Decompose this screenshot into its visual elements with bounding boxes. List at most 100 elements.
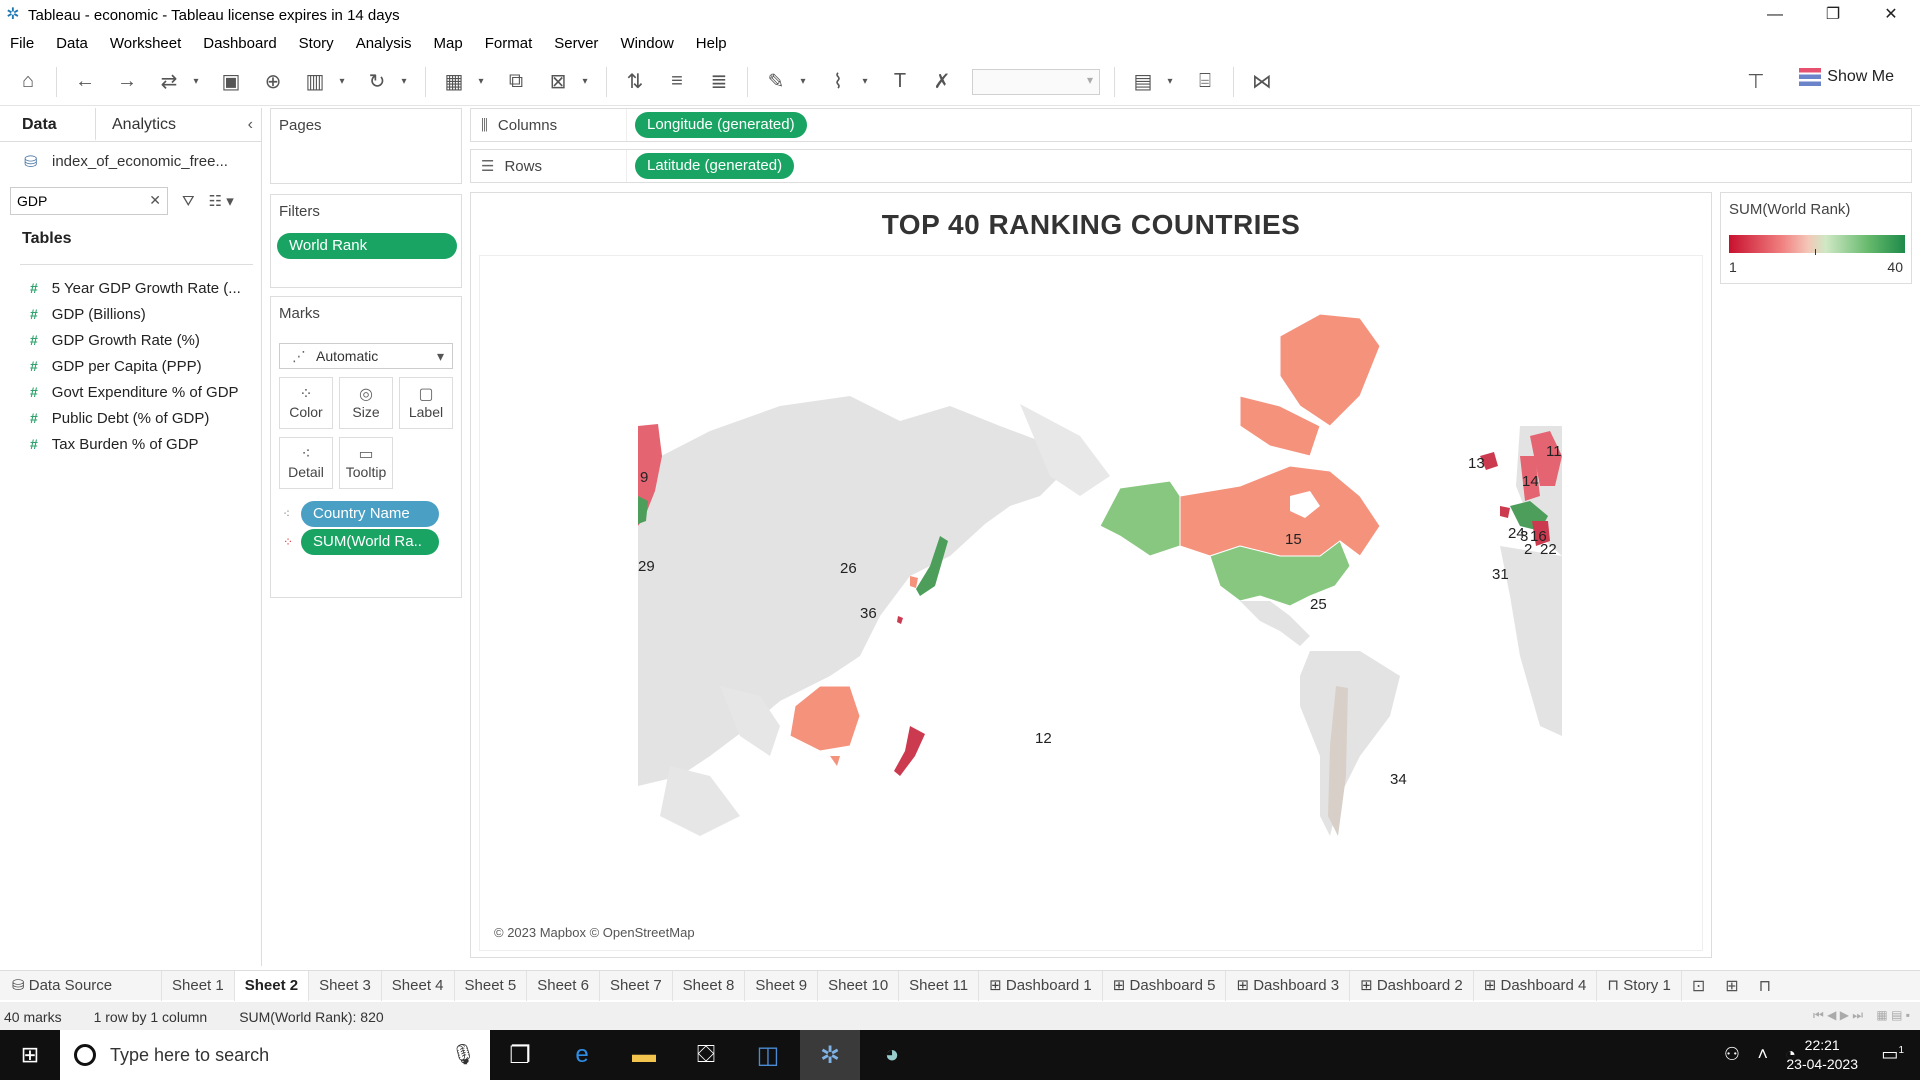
pin-icon[interactable]: ⊤ [1747, 71, 1765, 93]
store-icon[interactable]: ⛋ [696, 1041, 716, 1068]
pause-dropdown-icon[interactable]: ▾ [339, 76, 345, 87]
tab-dashboard-5[interactable]: ⊞ Dashboard 5 [1103, 970, 1227, 1001]
tab-dashboard-2[interactable]: ⊞ Dashboard 2 [1350, 970, 1474, 1001]
home-icon[interactable]: ⌂ [21, 70, 35, 92]
redo-icon[interactable]: → [117, 70, 137, 92]
field-item[interactable]: #5 Year GDP Growth Rate (... [0, 275, 261, 301]
close-button[interactable]: ✕ [1884, 6, 1898, 23]
highlight-icon[interactable]: ✎ [767, 71, 785, 93]
region-greenland[interactable] [1279, 313, 1381, 427]
field-item[interactable]: # GDP per Capita (PPP) [0, 353, 261, 379]
clear-search-icon[interactable]: ✕ [149, 192, 161, 208]
tooltip-button[interactable]: ▭ Tooltip [339, 437, 393, 489]
tab-sheet-10[interactable]: Sheet 10 [818, 970, 900, 1001]
color-button[interactable]: ⁘ Color [279, 377, 333, 429]
refresh-icon[interactable]: ↻ [368, 71, 386, 93]
share-icon[interactable]: ⋈ [1252, 71, 1272, 93]
region-uk[interactable] [1500, 506, 1510, 518]
tab-sheet-5[interactable]: Sheet 5 [455, 970, 528, 1001]
tab-story-1[interactable]: ⊓ Story 1 [1597, 970, 1682, 1001]
tab-sheet-6[interactable]: Sheet 6 [527, 970, 600, 1001]
filter-icon[interactable]: ⛛ [182, 192, 195, 210]
minimize-button[interactable]: — [1767, 6, 1783, 23]
tab-sheet-9[interactable]: Sheet 9 [745, 970, 819, 1001]
menu-dashboard[interactable]: Dashboard [203, 34, 277, 52]
pages-card[interactable]: Pages [270, 108, 462, 184]
tab-sheet-3[interactable]: Sheet 3 [309, 970, 382, 1001]
windows-start-icon[interactable]: ⊞ [20, 1042, 40, 1067]
taskbar-clock[interactable]: 22:21 23-04-2023 [1786, 1036, 1858, 1074]
edge-icon[interactable]: e [575, 1041, 589, 1068]
new-worksheet-dropdown-icon[interactable]: ▾ [478, 76, 484, 87]
region-arctic-islands[interactable] [1239, 395, 1321, 457]
tab-sheet-2[interactable]: Sheet 2 [234, 970, 310, 1001]
field-item[interactable]: # GDP (Billions) [0, 301, 261, 327]
region-taiwan[interactable] [897, 616, 903, 624]
tab-data-source[interactable]: ⛁ Data Source [0, 970, 162, 1001]
tableau-prep-icon[interactable]: ◫ [756, 1041, 780, 1069]
tab-dashboard-3[interactable]: ⊞ Dashboard 3 [1226, 970, 1351, 1001]
menu-data[interactable]: Data [56, 34, 88, 52]
show-cards-icon[interactable]: ▤ [1133, 71, 1153, 93]
paint-icon[interactable]: ◕ [884, 1041, 900, 1068]
new-dashboard-tab-icon[interactable]: ⊞ [1725, 977, 1739, 995]
region-korea[interactable] [910, 576, 918, 588]
new-worksheet-tab-icon[interactable]: ⊡ [1691, 977, 1706, 995]
region-australia[interactable] [789, 685, 861, 752]
replay-icon[interactable]: ⇄ [160, 71, 178, 93]
tab-dashboard-1[interactable]: ⊞ Dashboard 1 [979, 970, 1103, 1001]
view-title[interactable]: TOP 40 RANKING COUNTRIES [881, 209, 1301, 240]
map-attribution[interactable]: © 2023 Mapbox © OpenStreetMap [494, 925, 695, 940]
file-explorer-icon[interactable]: ▬ [632, 1041, 656, 1068]
map-area[interactable]: 15 25 12 13 11 14 9 34 26 36 29 31 24 16… [479, 255, 1703, 951]
fix-axes-icon[interactable]: ✗ [933, 71, 951, 93]
new-worksheet-icon[interactable]: ▦ [444, 71, 464, 93]
menu-story[interactable]: Story [298, 34, 334, 52]
taskbar-search[interactable]: Type here to search 🎙 [60, 1030, 490, 1080]
menu-file[interactable]: File [10, 34, 35, 52]
sheet-nav-arrows-icon[interactable]: ⏮ ◀ ▶ ⏭ ▦ ▤ ▪ [1813, 1008, 1910, 1022]
task-view-icon[interactable]: ❐ [509, 1041, 531, 1069]
notification-icon[interactable]: ▭1 [1881, 1044, 1904, 1064]
collapse-pane-icon[interactable]: ‹ [247, 116, 253, 133]
datasource-item[interactable]: ⛁ index_of_economic_free... [0, 142, 261, 180]
menu-help[interactable]: Help [695, 34, 727, 52]
mark-type-dropdown[interactable]: Automatic [279, 343, 453, 369]
duplicate-sheet-icon[interactable]: ⧉ [508, 70, 524, 92]
tableau-app-icon[interactable]: ✲ [800, 1030, 860, 1080]
region-europe-left-green[interactable] [638, 496, 648, 524]
color-legend[interactable]: SUM(World Rank) 1 40 [1720, 192, 1912, 284]
menu-format[interactable]: Format [484, 34, 533, 52]
pause-updates-icon[interactable]: ▥ [305, 71, 325, 93]
swap-rows-columns-icon[interactable]: ⇅ [626, 71, 644, 93]
tab-sheet-7[interactable]: Sheet 7 [600, 970, 673, 1001]
sort-descending-icon[interactable]: ≣ [710, 71, 728, 93]
show-labels-icon[interactable]: T [893, 70, 907, 92]
show-cards-dropdown-icon[interactable]: ▾ [1167, 76, 1173, 87]
fit-dropdown[interactable] [972, 68, 1100, 95]
group-icon[interactable]: ⌇ [833, 71, 843, 93]
pill-country-name[interactable]: Country Name [301, 501, 439, 527]
label-button[interactable]: ▢ Label [399, 377, 453, 429]
menu-window[interactable]: Window [620, 34, 674, 52]
field-item[interactable]: # Tax Burden % of GDP [0, 431, 261, 457]
menu-map[interactable]: Map [433, 34, 463, 52]
size-button[interactable]: ◎ Size [339, 377, 393, 429]
sort-ascending-icon[interactable]: ≡ [671, 70, 683, 92]
new-story-tab-icon[interactable]: ⊓ [1758, 977, 1772, 995]
region-alps[interactable] [1532, 521, 1550, 546]
field-item[interactable]: # Govt Expenditure % of GDP [0, 379, 261, 405]
people-icon[interactable]: ⚇ [1723, 1044, 1740, 1064]
group-dropdown-icon[interactable]: ▾ [862, 76, 868, 87]
view-options-icon[interactable]: ☷ ▾ [208, 193, 234, 210]
tab-sheet-1[interactable]: Sheet 1 [162, 970, 235, 1001]
tab-sheet-8[interactable]: Sheet 8 [673, 970, 746, 1001]
presentation-mode-icon[interactable]: ⌸ [1199, 70, 1211, 92]
world-map[interactable]: 15 25 12 13 11 14 9 34 26 36 29 31 24 16… [480, 256, 1702, 950]
field-item[interactable]: # GDP Growth Rate (%) [0, 327, 261, 353]
region-ireland[interactable] [1480, 452, 1498, 470]
tab-data[interactable]: Data [0, 108, 96, 141]
clear-sheet-icon[interactable]: ⊠ [549, 71, 567, 93]
undo-icon[interactable]: ← [75, 70, 95, 92]
tab-dashboard-4[interactable]: ⊞ Dashboard 4 [1474, 970, 1598, 1001]
